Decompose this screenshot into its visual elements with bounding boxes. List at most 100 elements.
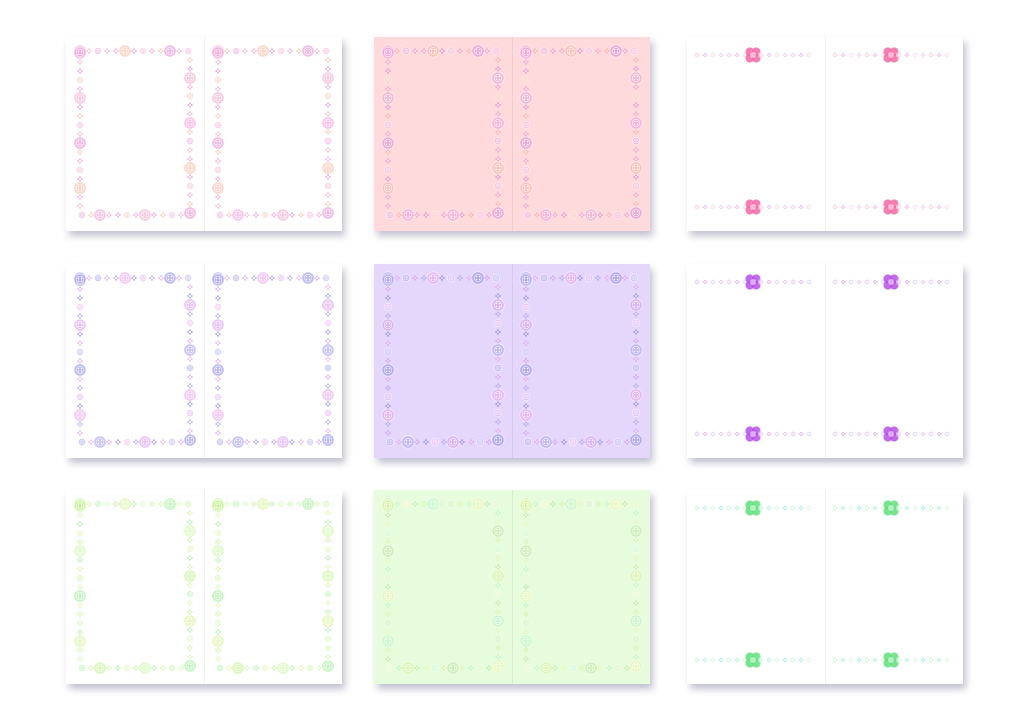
button-ornament [321,116,335,130]
sparkle-ornament [226,212,232,218]
sparkle-ornament [385,59,391,65]
button-ornament [519,273,533,287]
flower-border [831,500,950,668]
button-ornament [943,430,950,437]
button-ornament [77,663,86,672]
sparkle-ornament [314,275,320,281]
sparkle-ornament [253,439,259,445]
button-ornament [431,663,440,672]
button-ornament [73,318,87,332]
button-ornament [211,499,225,513]
sparkle-ornament [633,510,639,516]
button-ornament [709,504,716,511]
card-green-border[interactable] [687,490,963,684]
button-ornament [758,504,765,511]
sparkle-ornament [559,275,565,281]
sparkle-ornament [486,212,492,218]
button-ornament [629,569,643,583]
sparkle-ornament [215,512,221,518]
card-green-bg-frame[interactable] [374,490,650,684]
sparkle-ornament [131,275,137,281]
button-ornament [186,181,195,190]
button-ornament [447,499,456,508]
sparkle-ornament [523,611,529,617]
card-purple-frame[interactable] [66,264,342,458]
sparkle-ornament [289,665,295,671]
button-ornament [213,392,222,401]
sparkle-ornament [215,611,221,617]
button-ornament [631,137,640,146]
button-ornament [521,529,530,538]
card-pink-frame[interactable] [66,37,342,231]
button-ornament [491,71,505,85]
button-ornament [758,51,765,58]
button-ornament [831,656,838,663]
sparkle-ornament [385,421,391,427]
sparkle-ornament [325,66,331,72]
button-ornament [629,116,643,130]
sparkle-ornament [88,212,94,218]
sparkle-ornament [86,501,92,507]
card-pink-border[interactable] [687,37,963,231]
sparkle-ornament [215,104,221,110]
button-ornament [383,121,392,130]
button-ornament [123,437,132,446]
button-ornament [426,271,440,285]
sparkle-ornament [113,48,119,54]
sparkle-ornament [314,48,320,54]
card-pink-bg-frame[interactable] [374,37,650,231]
sparkle-ornament [77,376,83,382]
sparkle-ornament [495,374,501,380]
sparkle-ornament [251,501,257,507]
sparkle-ornament [385,430,391,436]
card-purple-bg-frame[interactable] [374,264,650,458]
button-ornament [709,51,716,58]
button-ornament [323,545,332,554]
button-ornament [609,497,623,511]
sparkle-ornament [486,439,492,445]
sparkle-ornament [269,48,275,54]
flower-row [831,274,950,290]
sparkle-ornament [187,654,193,660]
button-ornament [539,499,548,508]
sparkle-ornament [187,356,193,362]
flower-row [831,199,950,215]
sparkle-ornament [215,566,221,572]
sparkle-ornament [633,419,639,425]
sparkle-ornament [86,48,92,54]
button-ornament [927,656,934,663]
button-ornament [77,437,86,446]
sparkle-ornament [187,84,193,90]
sparkle-ornament [226,439,232,445]
sparkle-ornament [325,111,331,117]
card-purple-border[interactable] [687,264,963,458]
sparkle-ornament [115,439,121,445]
sparkle-ornament [271,665,277,671]
button-ornament [75,348,84,357]
button-ornament [631,634,640,643]
button-ornament [521,392,530,401]
button-ornament [401,208,415,222]
sparkle-ornament [633,338,639,344]
sparkle-ornament [385,68,391,74]
button-ornament [491,614,505,628]
button-ornament [631,408,640,417]
button-ornament [584,499,593,508]
sparkle-ornament [187,609,193,615]
sparkle-ornament [131,48,137,54]
button-ornament [584,661,598,675]
sparkle-ornament [495,356,501,362]
sparkle-ornament [468,665,474,671]
sparkle-ornament [466,48,472,54]
sparkle-ornament [325,383,331,389]
sparkle-ornament [215,403,221,409]
button-ornament [184,273,193,282]
sparkle-ornament [325,627,331,633]
sparkle-ornament [215,584,221,590]
card-green-frame[interactable] [66,490,342,684]
sparkle-ornament [396,212,402,218]
sparkle-ornament [187,329,193,335]
sparkle-ornament [936,279,942,285]
button-ornament [726,656,733,663]
sparkle-ornament [702,431,708,437]
